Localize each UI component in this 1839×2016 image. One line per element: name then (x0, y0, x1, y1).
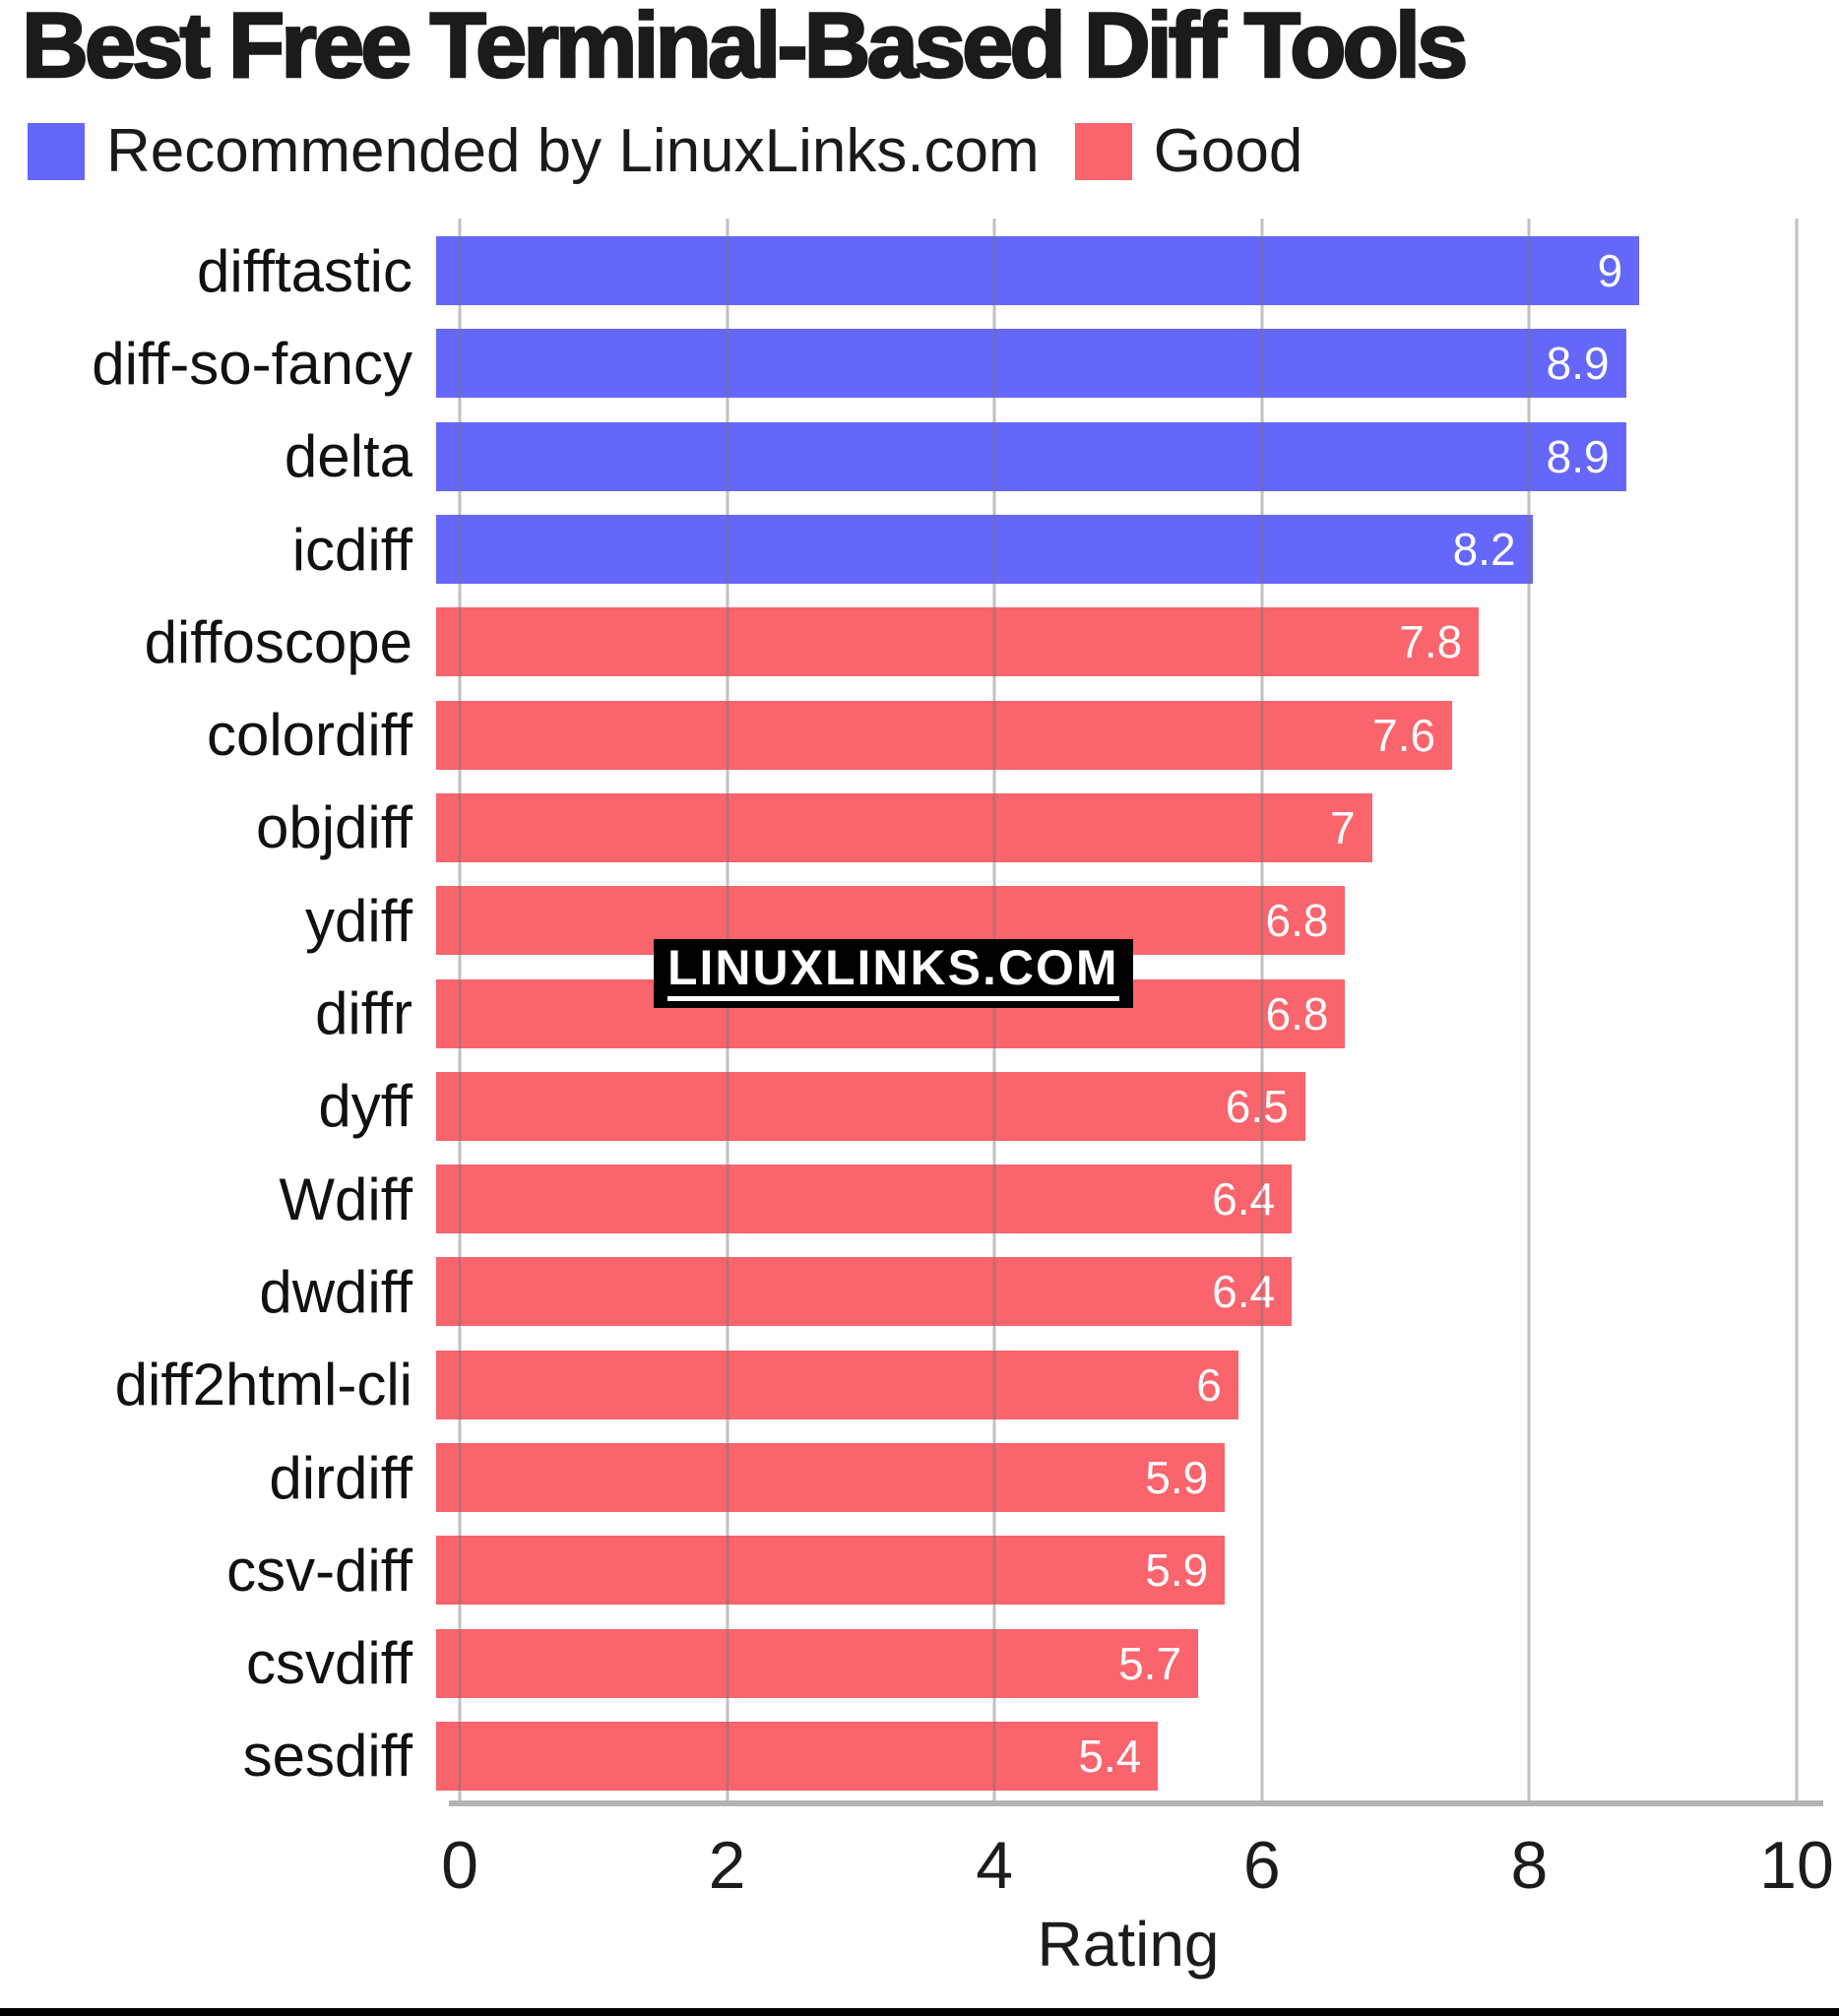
category-label: delta (284, 423, 412, 490)
x-axis-line (449, 1800, 1823, 1806)
bar: 5.4 (436, 1721, 1159, 1791)
bar-row: colordiff 7.6 (0, 688, 1839, 781)
category-label: csv-diff (226, 1537, 412, 1604)
bar: 8.9 (436, 329, 1626, 399)
bar-value-label: 6.4 (1212, 1266, 1276, 1318)
bar: 7.6 (436, 700, 1453, 770)
bar-row: icdiff 8.2 (0, 503, 1839, 596)
bar-row: csvdiff 5.7 (0, 1616, 1839, 1709)
category-label: csvdiff (246, 1630, 412, 1697)
bottom-strip (0, 2008, 1839, 2016)
bar-value-label: 7.6 (1372, 709, 1436, 761)
category-label: diff2html-cli (114, 1352, 412, 1418)
bar-value-label: 8.2 (1452, 524, 1516, 576)
bar: 8.2 (436, 515, 1533, 585)
bar: 7 (436, 792, 1372, 862)
bar-value-label: 8.9 (1546, 338, 1610, 390)
bar: 9 (436, 236, 1640, 306)
category-label: dirdiff (269, 1444, 412, 1511)
watermark: LINUXLINKS.COM (654, 939, 1133, 1008)
bar-value-label: 5.4 (1078, 1730, 1142, 1782)
category-label: Wdiff (279, 1166, 412, 1232)
bar-row: diff-so-fancy 8.9 (0, 317, 1839, 410)
bar-value-label: 6 (1196, 1358, 1222, 1411)
bar-row: dyff 6.5 (0, 1060, 1839, 1153)
category-label: colordiff (206, 702, 412, 769)
legend-label-good: Good (1153, 117, 1303, 185)
bar-row: difftastic 9 (0, 224, 1839, 317)
x-axis-label: Rating (1037, 1909, 1220, 1980)
bar-row: diff2html-cli 6 (0, 1339, 1839, 1431)
bar-value-label: 5.9 (1145, 1452, 1209, 1503)
bar-value-label: 5.7 (1118, 1637, 1182, 1689)
bar-value-label: 8.9 (1546, 430, 1610, 482)
category-label: diffoscope (144, 608, 412, 675)
bar: 6.5 (436, 1071, 1305, 1141)
category-label: diff-so-fancy (92, 330, 412, 397)
bar-row: sesdiff 5.4 (0, 1710, 1839, 1802)
bar-row: dirdiff 5.9 (0, 1431, 1839, 1524)
bar-row: csv-diff 5.9 (0, 1524, 1839, 1616)
category-label: dyff (318, 1073, 412, 1140)
legend: Recommended by LinuxLinks.com Good (28, 116, 1338, 186)
bar-value-label: 7.8 (1399, 616, 1463, 668)
watermark-text: LINUXLINKS.COM (667, 943, 1119, 1001)
category-label: difftastic (197, 237, 412, 304)
x-tick-label: 4 (976, 1828, 1014, 1903)
bar: 5.9 (436, 1536, 1226, 1606)
bar-row: delta 8.9 (0, 410, 1839, 503)
bar-value-label: 6.4 (1212, 1173, 1276, 1226)
x-tick-label: 10 (1759, 1828, 1834, 1903)
bar-value-label: 9 (1597, 245, 1623, 297)
bar: 8.9 (436, 421, 1626, 491)
x-tick-label: 8 (1510, 1828, 1549, 1903)
category-label: objdiff (255, 794, 412, 861)
bar-value-label: 5.9 (1145, 1544, 1209, 1597)
bar: 7.8 (436, 607, 1480, 677)
bar: 5.9 (436, 1443, 1226, 1512)
bar-row: diffoscope 7.8 (0, 596, 1839, 688)
bar: 6 (436, 1350, 1238, 1419)
category-label: icdiff (291, 516, 412, 583)
legend-swatch-recommended (28, 122, 85, 180)
bar-row: objdiff 7 (0, 782, 1839, 874)
bar-value-label: 6.8 (1265, 987, 1329, 1040)
bar-rows: difftastic 9 diff-so-fancy 8.9 delta 8.9 icdif… (0, 224, 1839, 1802)
category-label: diffr (315, 980, 412, 1047)
x-tick-label: 0 (441, 1828, 478, 1903)
category-label: ydiff (305, 887, 412, 954)
x-tick-label: 2 (708, 1828, 746, 1903)
chart-title: Best Free Terminal-Based Diff Tools (21, 0, 1470, 97)
legend-label-recommended: Recommended by LinuxLinks.com (106, 117, 1040, 185)
bar-row: Wdiff 6.4 (0, 1153, 1839, 1245)
category-label: sesdiff (242, 1723, 412, 1790)
bar: 6.4 (436, 1257, 1293, 1327)
bar: 6.4 (436, 1165, 1293, 1234)
bar-value-label: 6.5 (1225, 1080, 1289, 1132)
bar-value-label: 7 (1330, 801, 1356, 853)
bar-row: dwdiff 6.4 (0, 1245, 1839, 1338)
legend-swatch-good (1074, 122, 1132, 180)
bar: 5.7 (436, 1628, 1199, 1698)
x-tick-label: 6 (1242, 1828, 1281, 1903)
category-label: dwdiff (259, 1258, 412, 1325)
bar-value-label: 6.8 (1265, 895, 1329, 947)
